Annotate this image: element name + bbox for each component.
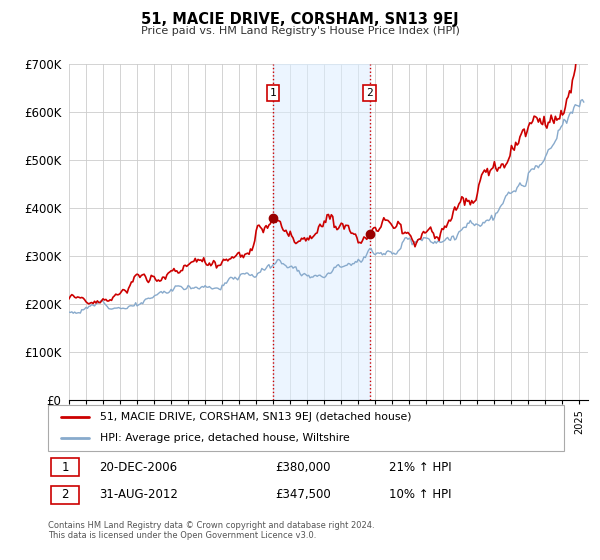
Text: £347,500: £347,500 (275, 488, 331, 501)
Text: 21% ↑ HPI: 21% ↑ HPI (389, 461, 451, 474)
FancyBboxPatch shape (50, 458, 79, 477)
Text: 2: 2 (61, 488, 69, 501)
Text: 2: 2 (366, 88, 373, 98)
Text: Contains HM Land Registry data © Crown copyright and database right 2024.: Contains HM Land Registry data © Crown c… (48, 521, 374, 530)
Text: 1: 1 (269, 88, 276, 98)
Text: 51, MACIE DRIVE, CORSHAM, SN13 9EJ (detached house): 51, MACIE DRIVE, CORSHAM, SN13 9EJ (deta… (100, 412, 411, 422)
FancyBboxPatch shape (50, 486, 79, 504)
Text: This data is licensed under the Open Government Licence v3.0.: This data is licensed under the Open Gov… (48, 531, 316, 540)
Text: 10% ↑ HPI: 10% ↑ HPI (389, 488, 451, 501)
Text: 20-DEC-2006: 20-DEC-2006 (100, 461, 178, 474)
FancyBboxPatch shape (48, 405, 564, 451)
Text: £380,000: £380,000 (275, 461, 331, 474)
Text: Price paid vs. HM Land Registry's House Price Index (HPI): Price paid vs. HM Land Registry's House … (140, 26, 460, 36)
Text: 51, MACIE DRIVE, CORSHAM, SN13 9EJ: 51, MACIE DRIVE, CORSHAM, SN13 9EJ (141, 12, 459, 27)
Text: 1: 1 (61, 461, 69, 474)
Text: HPI: Average price, detached house, Wiltshire: HPI: Average price, detached house, Wilt… (100, 433, 349, 444)
Text: 31-AUG-2012: 31-AUG-2012 (100, 488, 178, 501)
Bar (272, 64, 370, 400)
